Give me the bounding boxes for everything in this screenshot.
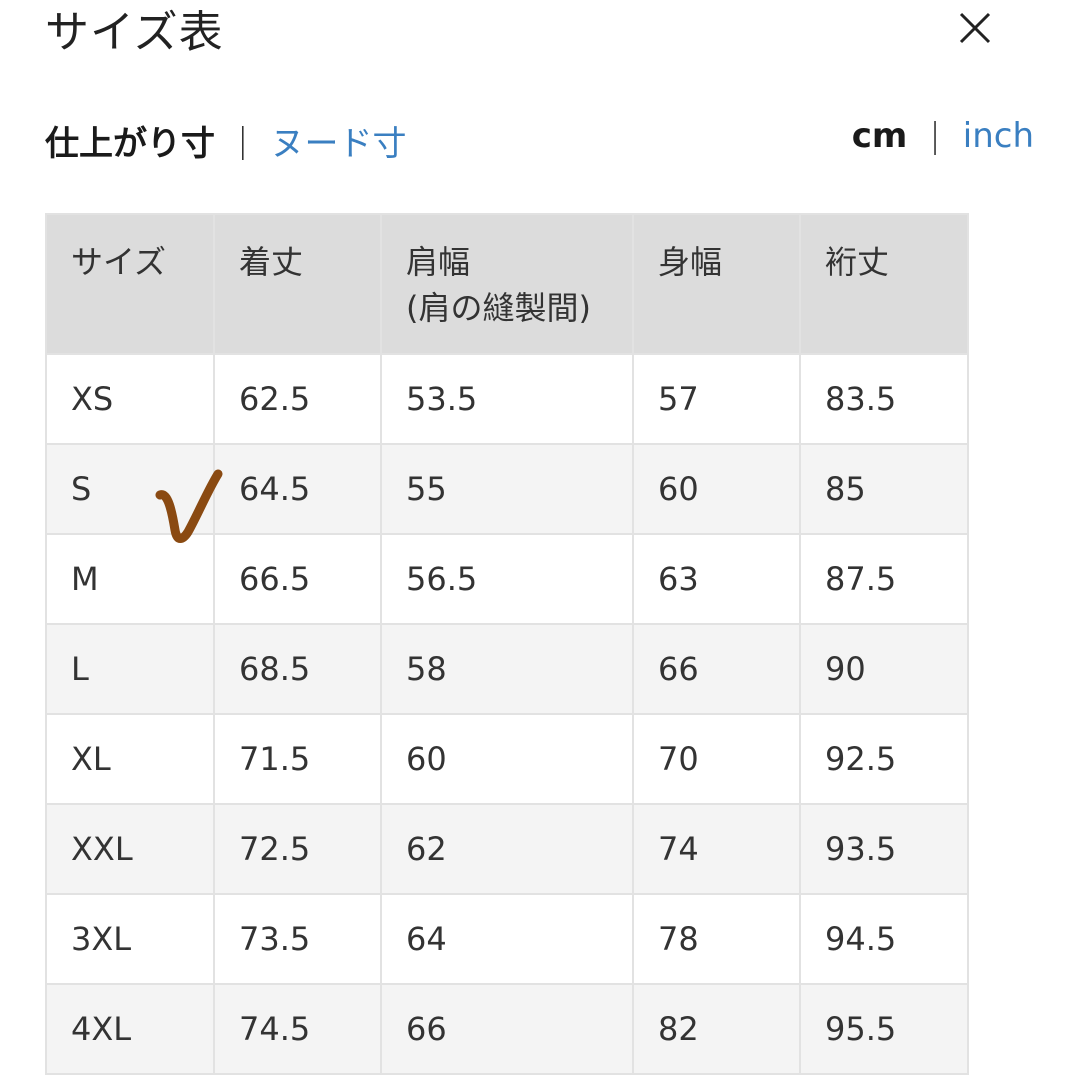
unit-cm[interactable]: cm [851,116,908,156]
table-cell: 60 [632,443,801,535]
table-cell: 3XL [45,893,215,985]
checkmark-icon [155,469,223,543]
size-table: サイズ 着丈 肩幅 (肩の縫製間) 身幅 裄丈 XS 62.5 53.5 57 83.5 S 64.… [45,213,969,1075]
table-row: 3XL 73.5 64 78 94.5 [45,893,969,985]
table-cell: 90 [799,623,969,715]
column-header: 身幅 [632,213,801,355]
page-title: サイズ表 [45,7,224,58]
table-cell: 93.5 [799,803,969,895]
separator: | [237,120,249,161]
table-cell: M [45,533,215,625]
table-cell: S [45,443,215,535]
table-cell: 71.5 [213,713,382,805]
tab-finished-size[interactable]: 仕上がり寸 [45,124,215,164]
table-cell: L [45,623,215,715]
column-header: 裄丈 [799,213,969,355]
table-cell: 62 [380,803,634,895]
table-cell: 95.5 [799,983,969,1075]
table-cell: XL [45,713,215,805]
table-cell: 58 [380,623,634,715]
table-cell: 66 [632,623,801,715]
table-row: S 64.5 55 60 85 [45,443,969,535]
table-cell: 74 [632,803,801,895]
table-cell: 87.5 [799,533,969,625]
table-cell: 73.5 [213,893,382,985]
table-cell: 82 [632,983,801,1075]
separator: | [929,116,941,156]
table-row: XL 71.5 60 70 92.5 [45,713,969,805]
column-header: サイズ [45,213,215,355]
table-cell: 60 [380,713,634,805]
table-row: XS 62.5 53.5 57 83.5 [45,353,969,445]
table-cell: 78 [632,893,801,985]
unit-tabs: cm | inch [852,116,1034,156]
table-cell: 55 [380,443,634,535]
unit-inch[interactable]: inch [962,116,1034,156]
table-cell: 53.5 [380,353,634,445]
table-cell: XS [45,353,215,445]
measurement-tabs: 仕上がり寸 | ヌード寸 [45,116,406,165]
close-icon[interactable] [955,8,995,48]
tab-body-size[interactable]: ヌード寸 [270,124,407,164]
table-cell: 68.5 [213,623,382,715]
column-header: 着丈 [213,213,382,355]
table-cell: 72.5 [213,803,382,895]
table-row: L 68.5 58 66 90 [45,623,969,715]
table-cell: 74.5 [213,983,382,1075]
column-header: 肩幅 (肩の縫製間) [380,213,634,355]
table-cell: XXL [45,803,215,895]
table-row: 4XL 74.5 66 82 95.5 [45,983,969,1075]
table-row: XXL 72.5 62 74 93.5 [45,803,969,895]
table-cell: 85 [799,443,969,535]
table-cell: 70 [632,713,801,805]
table-cell: 63 [632,533,801,625]
table-row: M 66.5 56.5 63 87.5 [45,533,969,625]
table-cell: 83.5 [799,353,969,445]
table-cell: 94.5 [799,893,969,985]
table-cell: 4XL [45,983,215,1075]
table-cell: 66 [380,983,634,1075]
table-cell: 57 [632,353,801,445]
table-cell: 64.5 [213,443,382,535]
table-cell: 66.5 [213,533,382,625]
table-cell: 92.5 [799,713,969,805]
table-cell: 62.5 [213,353,382,445]
table-cell: 64 [380,893,634,985]
table-cell: 56.5 [380,533,634,625]
